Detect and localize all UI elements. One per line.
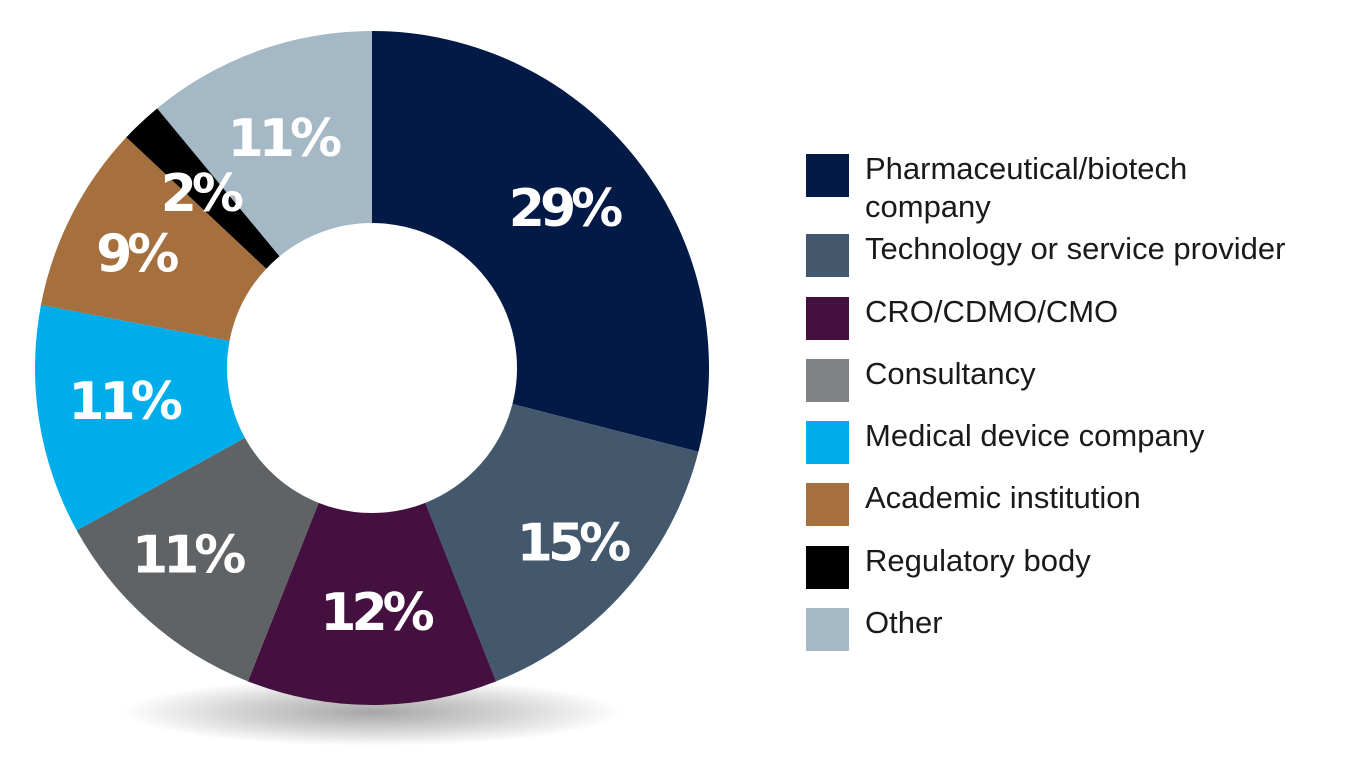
legend-label: Technology or service provider bbox=[865, 230, 1285, 268]
legend-label-line: Pharmaceutical/biotech bbox=[865, 151, 1188, 186]
donut-slice-1 bbox=[372, 31, 709, 452]
legend-label: Consultancy bbox=[865, 355, 1036, 393]
legend-label-line: Technology or service provider bbox=[865, 231, 1286, 266]
donut-slice-7 bbox=[126, 108, 280, 269]
donut-shadow bbox=[122, 678, 622, 746]
slice-data-label: 11% bbox=[68, 372, 181, 432]
legend-label: Regulatory body bbox=[865, 542, 1091, 580]
legend-swatch bbox=[806, 234, 849, 277]
legend-label: Academic institution bbox=[865, 479, 1141, 517]
slice-data-label: 29% bbox=[509, 179, 622, 239]
legend-item: Other bbox=[806, 605, 943, 651]
slice-data-label: 11% bbox=[132, 526, 245, 586]
slice-data-label: 11% bbox=[228, 109, 341, 169]
slice-data-label: 15% bbox=[517, 513, 630, 573]
donut-slice-5 bbox=[34, 304, 245, 531]
slice-data-label: 9% bbox=[96, 225, 178, 285]
legend-swatch bbox=[806, 154, 849, 197]
legend-item: Medical device company bbox=[806, 418, 1204, 464]
legend-swatch bbox=[806, 483, 849, 526]
legend-item: CRO/CDMO/CMO bbox=[806, 294, 1118, 340]
legend-item: Pharmaceutical/biotech company bbox=[806, 151, 1187, 226]
legend-label-line: company bbox=[865, 189, 991, 224]
legend-swatch bbox=[806, 359, 849, 402]
slice-data-label: 12% bbox=[320, 583, 433, 643]
legend-label: Other bbox=[865, 604, 943, 642]
donut-slice-4 bbox=[76, 437, 319, 682]
legend-label: CRO/CDMO/CMO bbox=[865, 293, 1118, 331]
legend-item: Regulatory body bbox=[806, 543, 1091, 589]
legend-label-line: Medical device company bbox=[865, 418, 1205, 453]
legend-label: Pharmaceutical/biotech company bbox=[865, 150, 1187, 226]
donut-slice-3 bbox=[247, 502, 497, 705]
legend-label-line: Consultancy bbox=[865, 356, 1036, 391]
legend-label-line: CRO/CDMO/CMO bbox=[865, 294, 1119, 329]
donut-slice-8 bbox=[157, 30, 372, 257]
legend-label-line: Other bbox=[865, 605, 943, 640]
donut-slice-2 bbox=[425, 404, 699, 682]
legend-swatch bbox=[806, 297, 849, 340]
legend-swatch bbox=[806, 608, 849, 651]
legend-label: Medical device company bbox=[865, 417, 1204, 455]
legend-item: Consultancy bbox=[806, 356, 1036, 402]
slice-data-label: 2% bbox=[161, 164, 243, 224]
legend-swatch bbox=[806, 421, 849, 464]
donut-slice-6 bbox=[40, 137, 267, 341]
donut-chart: 29%15%12%11%11%9%2%11% bbox=[34, 30, 709, 746]
legend-swatch bbox=[806, 546, 849, 589]
donut-slice-labels: 29%15%12%11%11%9%2%11% bbox=[68, 109, 635, 643]
legend-item: Academic institution bbox=[806, 480, 1141, 526]
legend-label-line: Academic institution bbox=[865, 480, 1141, 515]
legend-label-line: Regulatory body bbox=[865, 543, 1091, 578]
legend-item: Technology or service provider bbox=[806, 231, 1285, 277]
donut-slices bbox=[34, 30, 709, 705]
